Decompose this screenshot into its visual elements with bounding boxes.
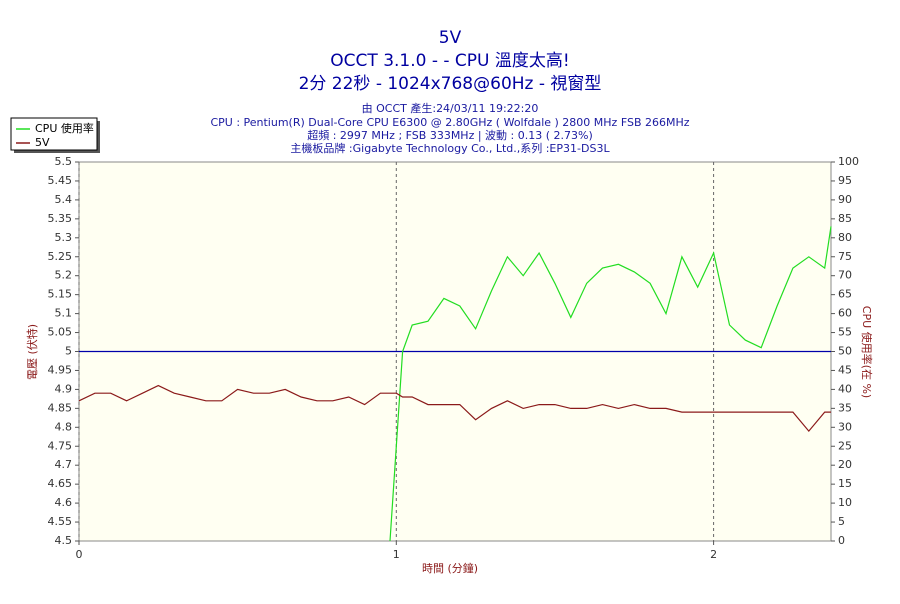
y2-tick-label: 5 [838, 515, 845, 528]
y-tick-label: 5.25 [48, 250, 73, 263]
legend-label: 5V [35, 136, 50, 149]
y2-tick-label: 80 [838, 231, 852, 244]
y2-tick-label: 40 [838, 382, 852, 395]
y2-tick-label: 85 [838, 212, 852, 225]
y2-tick-label: 60 [838, 307, 852, 320]
y-tick-label: 5.3 [55, 231, 73, 244]
y2-tick-label: 20 [838, 458, 852, 471]
y2-tick-label: 10 [838, 496, 852, 509]
y2-tick-label: 70 [838, 269, 852, 282]
y-tick-label: 4.7 [55, 458, 73, 471]
legend [10, 117, 100, 153]
y-tick-label: 4.55 [48, 515, 73, 528]
info-line: CPU : Pentium(R) Dual-Core CPU E6300 @ 2… [210, 116, 689, 129]
y-tick-label: 5.2 [55, 269, 73, 282]
y2-axis-label: CPU 使用率(在 %) [860, 306, 874, 398]
y-tick-label: 5.45 [48, 174, 73, 187]
y-tick-label: 5 [65, 345, 72, 358]
y-tick-label: 4.9 [55, 382, 73, 395]
info-line: 超頻 : 2997 MHz ; FSB 333MHz | 波動 : 0.13 (… [307, 128, 593, 142]
x-tick-label: 1 [393, 548, 400, 561]
y-tick-label: 5.35 [48, 212, 73, 225]
y2-tick-label: 100 [838, 155, 859, 168]
y2-tick-label: 25 [838, 439, 852, 452]
y-tick-label: 5.4 [55, 193, 73, 206]
y-tick-label: 4.75 [48, 439, 73, 452]
y-tick-label: 4.85 [48, 401, 73, 414]
y2-tick-label: 45 [838, 363, 852, 376]
x-axis-label: 時間 (分鐘) [422, 561, 478, 575]
chart-subtitle: OCCT 3.1.0 - - CPU 溫度太高! [330, 51, 569, 71]
y2-tick-label: 15 [838, 477, 852, 490]
y2-tick-label: 30 [838, 420, 852, 433]
series-line [389, 226, 832, 542]
y2-tick-label: 90 [838, 193, 852, 206]
y-tick-label: 5.15 [48, 288, 73, 301]
series-line [78, 384, 831, 433]
y2-tick-label: 35 [838, 401, 852, 414]
y-tick-label: 5.1 [55, 307, 73, 320]
info-line: 由 OCCT 產生:24/03/11 19:22:20 [362, 101, 539, 115]
y2-tick-label: 75 [838, 250, 852, 263]
y2-tick-label: 95 [838, 174, 852, 187]
y-tick-label: 4.65 [48, 477, 73, 490]
y2-tick-label: 55 [838, 326, 852, 339]
y-tick-label: 5.5 [55, 155, 73, 168]
y2-tick-label: 0 [838, 534, 845, 547]
info-line: 主機板品牌 :Gigabyte Technology Co., Ltd.,系列 … [290, 141, 610, 155]
y-tick-label: 4.6 [55, 496, 73, 509]
y2-tick-label: 50 [838, 345, 852, 358]
chart-subtitle: 2分 22秒 - 1024x768@60Hz - 視窗型 [299, 74, 602, 94]
y-tick-label: 5.05 [48, 326, 73, 339]
y-axis-label: 電壓 (伏特) [25, 324, 39, 380]
y2-tick-label: 65 [838, 288, 852, 301]
y-tick-label: 4.95 [48, 363, 73, 376]
legend-label: CPU 使用率 [35, 121, 94, 135]
legend-box [10, 117, 98, 151]
x-tick-label: 0 [76, 548, 83, 561]
chart-title: 5V [439, 28, 462, 48]
y-tick-label: 4.5 [55, 534, 73, 547]
y-tick-label: 4.8 [55, 420, 73, 433]
x-tick-label: 2 [710, 548, 717, 561]
